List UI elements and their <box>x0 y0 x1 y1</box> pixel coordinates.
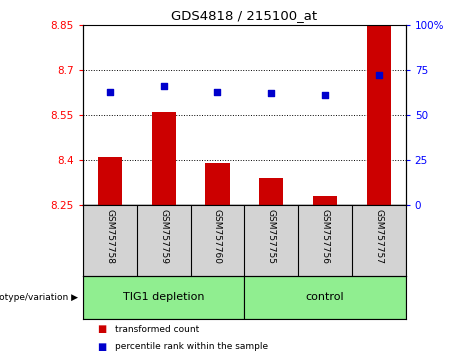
Text: genotype/variation ▶: genotype/variation ▶ <box>0 293 78 302</box>
Text: GSM757759: GSM757759 <box>159 209 168 264</box>
Bar <box>366 25 391 205</box>
Text: ■: ■ <box>97 342 106 352</box>
Bar <box>313 196 337 205</box>
Text: GSM757757: GSM757757 <box>374 209 383 264</box>
Point <box>214 89 221 95</box>
Point <box>267 91 275 96</box>
Point <box>160 83 167 89</box>
Bar <box>152 112 176 205</box>
Text: GSM757758: GSM757758 <box>106 209 114 264</box>
Title: GDS4818 / 215100_at: GDS4818 / 215100_at <box>171 9 317 22</box>
Text: TIG1 depletion: TIG1 depletion <box>123 292 204 302</box>
Text: GSM757760: GSM757760 <box>213 209 222 264</box>
Bar <box>205 163 230 205</box>
Point <box>375 73 383 78</box>
Point <box>106 89 113 95</box>
Bar <box>83 276 244 319</box>
Text: GSM757756: GSM757756 <box>320 209 330 264</box>
Bar <box>98 157 122 205</box>
Point <box>321 92 329 98</box>
Text: transformed count: transformed count <box>115 325 200 334</box>
Text: control: control <box>306 292 344 302</box>
Bar <box>259 178 284 205</box>
Text: percentile rank within the sample: percentile rank within the sample <box>115 342 268 352</box>
Text: GSM757755: GSM757755 <box>267 209 276 264</box>
Bar <box>244 276 406 319</box>
Text: ■: ■ <box>97 324 106 334</box>
